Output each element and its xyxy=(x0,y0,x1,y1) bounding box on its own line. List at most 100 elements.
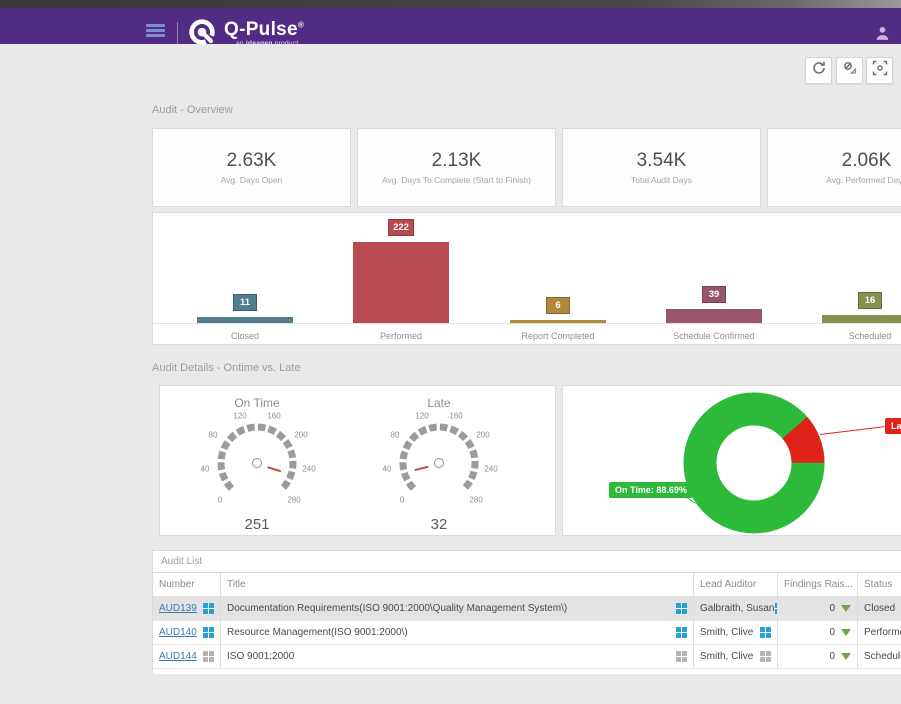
reset-filters-button[interactable] xyxy=(836,57,863,84)
gauge-tick: 200 xyxy=(294,430,308,440)
ontime-callout: On Time: 88.69% xyxy=(609,482,693,498)
drill-grid-icon[interactable] xyxy=(203,603,214,614)
expand-triangle-icon[interactable] xyxy=(841,653,851,660)
table-row[interactable]: AUD139 Documentation Requirements(ISO 90… xyxy=(153,597,901,621)
gauges-panel: On Time 0 40 80 120 160 200 240 280 251 … xyxy=(159,385,556,536)
refresh-icon xyxy=(811,60,827,81)
gauge-tick: 240 xyxy=(484,464,498,474)
drill-grid-icon[interactable] xyxy=(774,603,777,614)
details-section-title: Audit Details - Ontime vs. Late xyxy=(152,362,301,374)
audit-title: ISO 9001:2000 xyxy=(227,651,295,662)
gauge-tick: 120 xyxy=(233,411,247,421)
bar-closed[interactable] xyxy=(197,317,293,323)
drill-grid-icon[interactable] xyxy=(676,627,687,638)
gauge-tick: 240 xyxy=(302,464,316,474)
findings-count: 0 xyxy=(829,627,835,638)
gauge-tick: 0 xyxy=(217,495,223,505)
gauge-tick: 40 xyxy=(382,464,392,474)
drill-grid-icon[interactable] xyxy=(760,627,771,638)
donut-chart[interactable] xyxy=(679,388,829,536)
column-header-number[interactable]: Number xyxy=(153,573,221,596)
audit-number-link[interactable]: AUD144 xyxy=(159,651,197,662)
gauge-tick: 120 xyxy=(415,411,429,421)
gauge-tick: 200 xyxy=(476,430,490,440)
audit-number-link[interactable]: AUD140 xyxy=(159,627,197,638)
kpi-avg-days-open: 2.63K Avg. Days Open xyxy=(152,128,351,207)
hamburger-menu-icon[interactable] xyxy=(146,24,165,37)
drill-grid-icon[interactable] xyxy=(203,651,214,662)
findings-count: 0 xyxy=(829,603,835,614)
lead-auditor: Smith, Clive xyxy=(700,627,754,638)
bar-category-label: Scheduled xyxy=(848,331,892,341)
kpi-label: Avg. Days To Complete (Start to Finish) xyxy=(382,175,531,185)
bar-value-badge: 11 xyxy=(233,294,257,311)
kpi-label: Avg. Days Open xyxy=(220,175,283,185)
kpi-value: 3.54K xyxy=(636,150,687,171)
audit-status: Closed xyxy=(864,603,896,614)
brand-tagline: an ideagen product xyxy=(236,40,299,47)
bar-category-label: Performed xyxy=(379,331,423,341)
gauge-title: Late xyxy=(427,396,451,410)
bar-schedule-confirmed[interactable] xyxy=(666,309,762,323)
gauge-hub xyxy=(252,458,262,468)
gauge-on-time: On Time 0 40 80 120 160 200 240 280 251 xyxy=(192,396,322,533)
column-header-title[interactable]: Title xyxy=(221,573,694,596)
gauge-tick: 160 xyxy=(449,411,463,421)
gauge-value: 251 xyxy=(244,516,270,533)
bar-category-label: Report Completed xyxy=(521,331,595,341)
gauge-arc: 0 40 80 120 160 200 240 280 xyxy=(192,411,322,515)
kpi-value: 2.63K xyxy=(226,150,277,171)
table-row[interactable]: AUD144 ISO 9001:2000 Smith, Clive 0 Sche… xyxy=(153,645,901,669)
focus-mode-button[interactable] xyxy=(866,57,893,84)
drill-grid-icon[interactable] xyxy=(676,651,687,662)
lead-auditor: Smith, Clive xyxy=(700,651,754,662)
gauge-tick: 80 xyxy=(390,430,400,440)
table-row[interactable]: AUD140 Resource Management(ISO 9001:2000… xyxy=(153,621,901,645)
kpi-label: Avg. Performed Days xyxy=(826,175,901,185)
user-icon[interactable] xyxy=(874,25,891,42)
audit-title: Documentation Requirements(ISO 9001:2000… xyxy=(227,603,568,614)
bar-report-completed[interactable] xyxy=(510,320,606,323)
expand-triangle-icon[interactable] xyxy=(841,605,851,612)
refresh-button[interactable] xyxy=(805,57,832,84)
kpi-avg-days-complete: 2.13K Avg. Days To Complete (Start to Fi… xyxy=(357,128,556,207)
column-header-status[interactable]: Status xyxy=(864,579,893,590)
gauge-tick: 280 xyxy=(287,495,301,505)
audit-status: Scheduled xyxy=(864,651,901,662)
brand-title: Q-Pulse® xyxy=(224,19,305,40)
app-header: Q-Pulse® an ideagen product xyxy=(0,8,901,47)
x-axis-line xyxy=(153,323,901,324)
late-callout-line xyxy=(820,426,885,436)
table-header-row: Number Title Lead Auditor Findings Rais.… xyxy=(153,573,901,597)
expand-triangle-icon[interactable] xyxy=(841,629,851,636)
bar-scheduled[interactable] xyxy=(822,315,901,323)
kpi-total-audit-days: 3.54K Total Audit Days xyxy=(562,128,761,207)
ontime-late-donut-panel: On Time: 88.69% Late: 11.31% xyxy=(562,385,901,536)
audit-number-link[interactable]: AUD139 xyxy=(159,603,197,614)
bar-category-label: Schedule Confirmed xyxy=(673,331,755,341)
findings-count: 0 xyxy=(829,651,835,662)
kpi-avg-performed-days: 2.06K Avg. Performed Days xyxy=(767,128,901,207)
kpi-value: 2.13K xyxy=(431,150,482,171)
gauge-arc: 0 40 80 120 160 200 240 280 xyxy=(374,411,504,515)
drill-grid-icon[interactable] xyxy=(203,627,214,638)
column-header-findings[interactable]: Findings Rais... xyxy=(778,573,858,596)
overview-section-title: Audit - Overview xyxy=(152,104,233,116)
bar-performed[interactable] xyxy=(353,242,449,323)
kpi-value: 2.06K xyxy=(841,150,892,171)
video-top-strip xyxy=(0,0,901,8)
table-row-partial xyxy=(153,669,901,674)
column-header-lead-auditor[interactable]: Lead Auditor xyxy=(694,573,778,596)
bar-value-badge: 16 xyxy=(858,292,882,309)
audit-list-panel: Audit List Number Title Lead Auditor Fin… xyxy=(152,550,901,674)
qpulse-logo-icon xyxy=(186,17,218,49)
drill-grid-icon[interactable] xyxy=(676,603,687,614)
bar-category-label: Closed xyxy=(230,331,259,341)
kpi-card-row: 2.63K Avg. Days Open 2.13K Avg. Days To … xyxy=(152,128,901,207)
gauge-tick: 80 xyxy=(208,430,218,440)
drill-grid-icon[interactable] xyxy=(760,651,771,662)
gauge-tick: 40 xyxy=(200,464,210,474)
gauge-tick: 0 xyxy=(399,495,405,505)
focus-mode-icon xyxy=(872,60,888,81)
